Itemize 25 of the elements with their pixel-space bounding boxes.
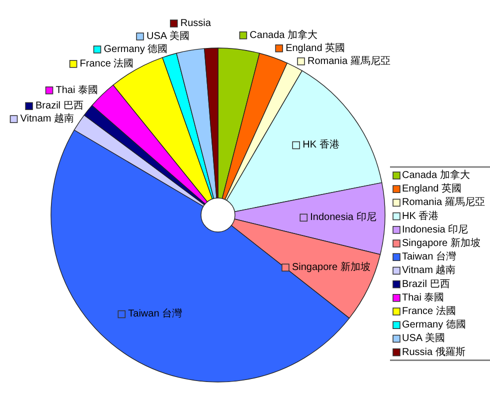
data-label: USA 美國	[146, 30, 190, 42]
data-label: Canada 加拿大	[250, 28, 318, 41]
legend-label: Thai 泰國	[402, 292, 444, 304]
legend-label: England 英國	[402, 182, 462, 195]
data-label: HK 香港	[302, 138, 340, 151]
data-label: France 法國	[80, 57, 134, 70]
data-label: England 英國	[286, 42, 346, 54]
data-label: Russia	[180, 18, 212, 29]
data-label: Indonesia 印尼	[310, 211, 376, 224]
legend-label: HK 香港	[402, 210, 439, 222]
legend-label: Taiwan 台灣	[402, 250, 456, 263]
data-label: Vitnam 越南	[20, 112, 74, 125]
legend-label: Indonesia 印尼	[402, 223, 468, 236]
legend-label: Singapore 新加坡	[402, 237, 480, 249]
legend-label: Brazil 巴西	[402, 278, 450, 290]
legend-label: Russia 俄羅斯	[402, 346, 466, 358]
legend-label: France 法國	[402, 305, 456, 317]
legend-label: Canada 加拿大	[402, 169, 470, 181]
legend-label: Vitnam 越南	[402, 264, 456, 276]
data-label: Taiwan 台灣	[128, 308, 182, 320]
data-label: Brazil 巴西	[36, 100, 84, 112]
data-label: Germany 德國	[104, 44, 168, 55]
data-label: Thai 泰國	[56, 84, 98, 96]
data-label: Singapore 新加坡	[292, 261, 370, 274]
legend-label: USA 美國	[402, 332, 445, 344]
